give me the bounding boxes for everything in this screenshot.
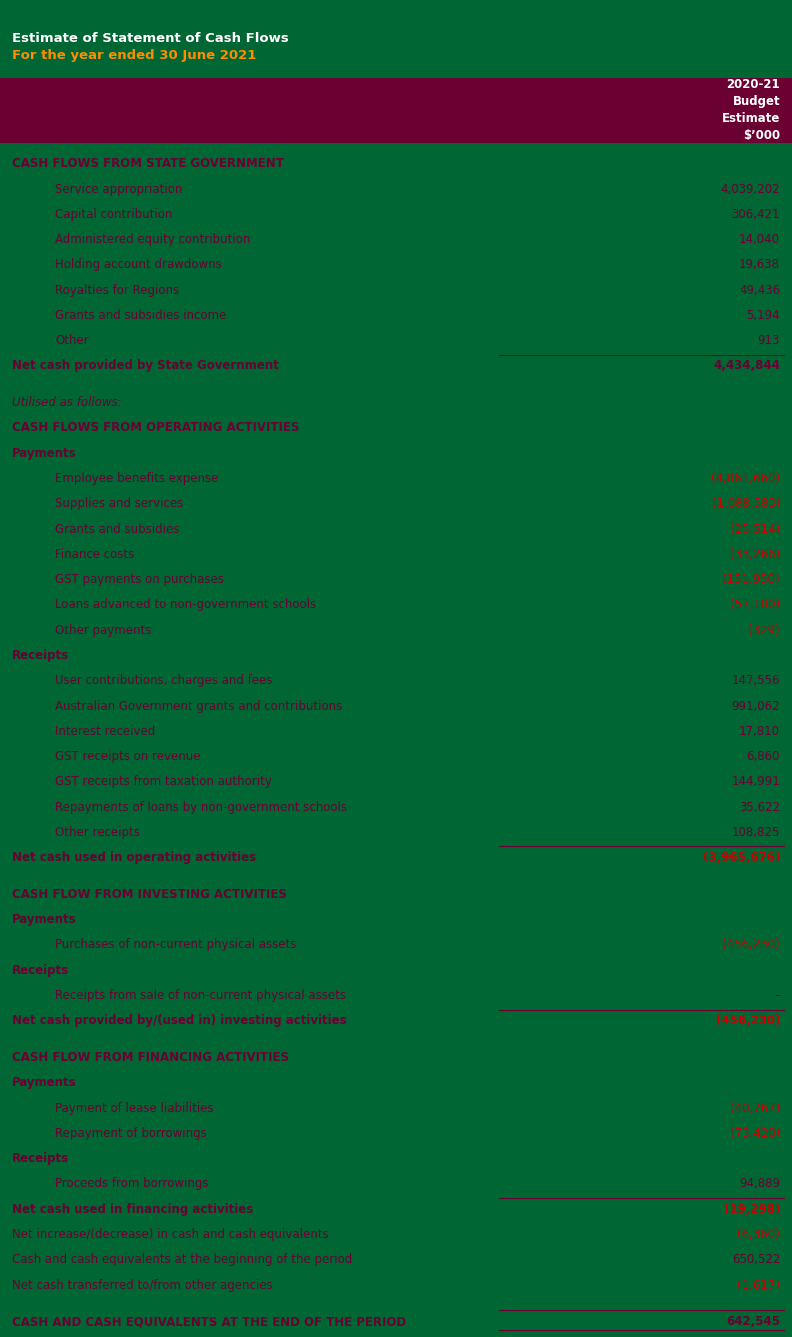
Text: 35,622: 35,622 [739, 801, 780, 814]
Text: 19,638: 19,638 [739, 258, 780, 271]
Text: Repayments of loans by non-government schools: Repayments of loans by non-government sc… [55, 801, 348, 814]
Text: Net cash provided by/(used in) investing activities: Net cash provided by/(used in) investing… [12, 1015, 347, 1027]
Text: 49,436: 49,436 [739, 283, 780, 297]
Text: Purchases of non-current physical assets: Purchases of non-current physical assets [55, 939, 297, 952]
Text: GST payments on purchases: GST payments on purchases [55, 574, 224, 586]
Text: 650,522: 650,522 [732, 1253, 780, 1266]
Text: (1,617): (1,617) [737, 1278, 780, 1292]
Text: Other: Other [55, 334, 89, 348]
Text: 147,556: 147,556 [732, 674, 780, 687]
Text: (456,230): (456,230) [716, 1015, 780, 1027]
Text: 4,039,202: 4,039,202 [721, 183, 780, 195]
Text: (6,360): (6,360) [737, 1227, 780, 1241]
Text: Proceeds from borrowings: Proceeds from borrowings [55, 1178, 209, 1190]
Text: Net cash used in operating activities: Net cash used in operating activities [12, 852, 256, 864]
Text: 108,825: 108,825 [732, 826, 780, 838]
Text: (57,100): (57,100) [730, 599, 780, 611]
Text: Net cash used in financing activities: Net cash used in financing activities [12, 1203, 253, 1215]
Text: (33,266): (33,266) [730, 548, 780, 560]
Text: (1,088,583): (1,088,583) [712, 497, 780, 511]
Text: Grants and subsidies income: Grants and subsidies income [55, 309, 227, 322]
Text: Payments: Payments [12, 913, 77, 927]
Text: 17,810: 17,810 [739, 725, 780, 738]
Text: (3,965,676): (3,965,676) [703, 852, 780, 864]
Text: Supplies and services: Supplies and services [55, 497, 184, 511]
Text: 991,062: 991,062 [732, 699, 780, 713]
Text: (73,420): (73,420) [730, 1127, 780, 1140]
Text: 2020-21
Budget
Estimate
$’000: 2020-21 Budget Estimate $’000 [722, 79, 780, 142]
Text: Payment of lease liabilities: Payment of lease liabilities [55, 1102, 214, 1115]
Text: Australian Government grants and contributions: Australian Government grants and contrib… [55, 699, 343, 713]
Text: 4,434,844: 4,434,844 [714, 360, 780, 373]
Text: –: – [775, 989, 780, 1001]
Text: Payments: Payments [12, 447, 77, 460]
Text: Receipts from sale of non-current physical assets: Receipts from sale of non-current physic… [55, 989, 346, 1001]
Text: Royalties for Regions: Royalties for Regions [55, 283, 180, 297]
Text: Employee benefits expense: Employee benefits expense [55, 472, 219, 485]
Text: Grants and subsidies: Grants and subsidies [55, 523, 180, 536]
Text: Administered equity contribution: Administered equity contribution [55, 233, 251, 246]
Text: Loans advanced to non-government schools: Loans advanced to non-government schools [55, 599, 317, 611]
Text: GST receipts on revenue: GST receipts on revenue [55, 750, 201, 763]
Text: Other receipts: Other receipts [55, 826, 140, 838]
Text: Interest received: Interest received [55, 725, 156, 738]
Text: Receipts: Receipts [12, 1152, 69, 1165]
Text: Repayment of borrowings: Repayment of borrowings [55, 1127, 208, 1140]
Text: Capital contribution: Capital contribution [55, 207, 173, 221]
Text: Payments: Payments [12, 1076, 77, 1090]
Text: 144,991: 144,991 [731, 775, 780, 789]
Text: Net cash transferred to/from other agencies: Net cash transferred to/from other agenc… [12, 1278, 272, 1292]
Text: Net cash provided by State Government: Net cash provided by State Government [12, 360, 279, 373]
Text: Service appropriation: Service appropriation [55, 183, 183, 195]
Text: GST receipts from taxation authority: GST receipts from taxation authority [55, 775, 272, 789]
Text: Utilised as follows:: Utilised as follows: [12, 396, 121, 409]
Text: CASH FLOW FROM FINANCING ACTIVITIES: CASH FLOW FROM FINANCING ACTIVITIES [12, 1051, 289, 1064]
Text: (19,298): (19,298) [724, 1203, 780, 1215]
Text: 306,421: 306,421 [732, 207, 780, 221]
Text: (25,514): (25,514) [730, 523, 780, 536]
Text: (456,230): (456,230) [722, 939, 780, 952]
FancyBboxPatch shape [0, 78, 792, 143]
Text: Finance costs: Finance costs [55, 548, 135, 560]
Text: Receipts: Receipts [12, 964, 69, 977]
Text: For the year ended 30 June 2021: For the year ended 30 June 2021 [12, 49, 257, 63]
Text: 14,040: 14,040 [739, 233, 780, 246]
Text: Holding account drawdowns: Holding account drawdowns [55, 258, 223, 271]
Text: Other payments: Other payments [55, 623, 152, 636]
Text: (151,950): (151,950) [722, 574, 780, 586]
Text: CASH FLOWS FROM STATE GOVERNMENT: CASH FLOWS FROM STATE GOVERNMENT [12, 158, 284, 170]
Text: Net increase/(decrease) in cash and cash equivalents: Net increase/(decrease) in cash and cash… [12, 1227, 329, 1241]
Text: User contributions, charges and fees: User contributions, charges and fees [55, 674, 272, 687]
Text: (40,767): (40,767) [729, 1102, 780, 1115]
Text: 94,889: 94,889 [739, 1178, 780, 1190]
Text: Estimate of Statement of Cash Flows: Estimate of Statement of Cash Flows [12, 32, 288, 45]
Text: Receipts: Receipts [12, 648, 69, 662]
Text: 642,545: 642,545 [726, 1316, 780, 1328]
Text: Cash and cash equivalents at the beginning of the period: Cash and cash equivalents at the beginni… [12, 1253, 352, 1266]
Text: 6,860: 6,860 [747, 750, 780, 763]
Text: 913: 913 [758, 334, 780, 348]
Text: 5,194: 5,194 [747, 309, 780, 322]
Text: (329): (329) [748, 623, 780, 636]
Text: CASH FLOWS FROM OPERATING ACTIVITIES: CASH FLOWS FROM OPERATING ACTIVITIES [12, 421, 299, 435]
Text: CASH FLOW FROM INVESTING ACTIVITIES: CASH FLOW FROM INVESTING ACTIVITIES [12, 888, 287, 901]
Text: (4,061,660): (4,061,660) [711, 472, 780, 485]
Text: CASH AND CASH EQUIVALENTS AT THE END OF THE PERIOD: CASH AND CASH EQUIVALENTS AT THE END OF … [12, 1316, 406, 1328]
